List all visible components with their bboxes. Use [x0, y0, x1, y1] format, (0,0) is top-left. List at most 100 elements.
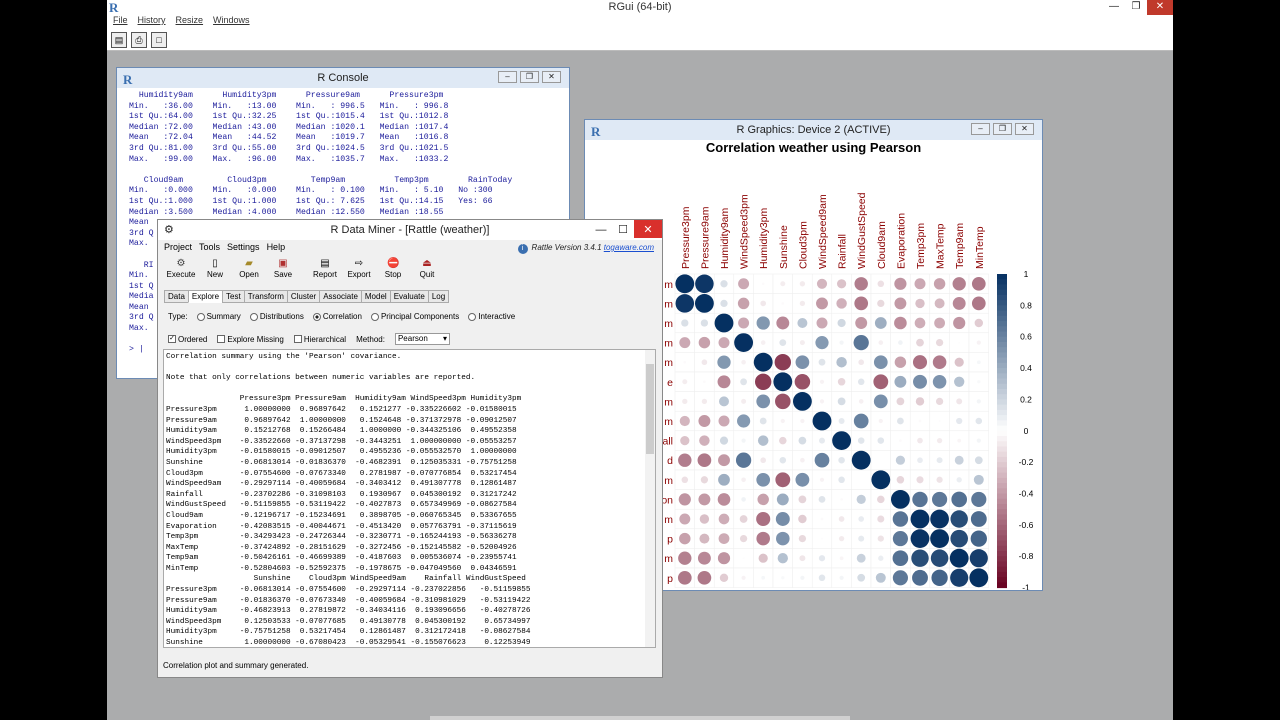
- minimize-icon[interactable]: –: [498, 71, 517, 83]
- correlation-circle: [792, 391, 812, 411]
- minimize-icon[interactable]: –: [971, 123, 990, 135]
- r-logo-icon: R: [109, 0, 119, 15]
- maximize-icon[interactable]: ☐: [618, 224, 628, 236]
- correlation-circle: [932, 375, 947, 389]
- correlation-circle: [911, 549, 929, 567]
- colorbar-tick-label: 0.8: [1020, 300, 1032, 310]
- correlation-circle: [699, 514, 710, 524]
- colorbar-segment: [997, 577, 1007, 583]
- correlation-circle: [720, 299, 728, 308]
- radio-correlation[interactable]: Correlation: [312, 312, 362, 321]
- export-icon: ⇨: [354, 258, 364, 269]
- open-button[interactable]: ▰ Open: [232, 258, 266, 286]
- scrollbar-thumb[interactable]: [646, 364, 654, 454]
- tab-evaluate[interactable]: Evaluate: [389, 290, 429, 303]
- open-script-icon[interactable]: ▤: [111, 32, 127, 48]
- correlation-circle: [697, 551, 711, 565]
- ordered-checkbox[interactable]: ✓ Ordered: [168, 334, 208, 344]
- status-bar: Correlation plot and summary generated.: [163, 661, 309, 670]
- method-select[interactable]: Pearson: [394, 333, 450, 345]
- column-label: MaxTemp: [935, 223, 947, 269]
- colorbar-segment: [997, 383, 1007, 390]
- correlation-circle: [738, 317, 750, 329]
- stop-button[interactable]: ⛔ Stop: [376, 258, 410, 286]
- close-icon[interactable]: ✕: [1015, 123, 1034, 135]
- restore-icon[interactable]: ❐: [520, 71, 539, 83]
- rgui-menu-bar: File History Resize Windows: [107, 15, 1173, 29]
- tab-cluster[interactable]: Cluster: [286, 290, 321, 303]
- togaware-link[interactable]: togaware.com: [603, 243, 654, 252]
- correlation-circle: [874, 317, 887, 329]
- save-button[interactable]: ▣ Save: [266, 258, 300, 286]
- correlation-circle: [918, 419, 922, 423]
- correlation-circle: [718, 473, 730, 486]
- tab-data[interactable]: Data: [164, 290, 189, 303]
- minimize-icon[interactable]: —: [1109, 1, 1119, 12]
- correlation-circle: [818, 358, 826, 366]
- colorbar-segment: [997, 472, 1007, 479]
- correlation-options-row: ✓ Ordered Explore Missing Hierarchical Me…: [168, 333, 450, 345]
- correlation-circle: [717, 493, 731, 506]
- row-label: m: [664, 279, 673, 291]
- column-label: Cloud3pm: [797, 221, 809, 269]
- close-icon[interactable]: ✕: [1147, 0, 1173, 15]
- radio-principal-components[interactable]: Principal Components: [370, 312, 459, 321]
- new-button[interactable]: ▯ New: [198, 258, 232, 286]
- radio-summary[interactable]: Summary: [196, 312, 241, 321]
- explore-missing-checkbox[interactable]: Explore Missing: [217, 335, 284, 344]
- menu-file[interactable]: File: [113, 15, 128, 25]
- correlation-circle: [679, 532, 691, 545]
- menu-history[interactable]: History: [137, 15, 166, 25]
- export-button[interactable]: ⇨ Export: [342, 258, 376, 286]
- menu-project[interactable]: Project: [164, 242, 193, 252]
- minimize-icon[interactable]: —: [595, 224, 607, 236]
- correlation-circle: [976, 340, 981, 345]
- correlation-circle: [970, 530, 987, 547]
- tab-transform[interactable]: Transform: [243, 290, 288, 303]
- close-icon[interactable]: ✕: [634, 220, 662, 238]
- correlation-circle: [815, 336, 829, 350]
- radio-interactive[interactable]: Interactive: [468, 312, 515, 321]
- tab-test[interactable]: Test: [222, 290, 245, 303]
- menu-resize[interactable]: Resize: [175, 15, 204, 25]
- correlation-circle: [701, 359, 708, 366]
- radio-distributions[interactable]: Distributions: [249, 312, 304, 321]
- colorbar-segment: [997, 441, 1007, 447]
- vertical-scrollbar[interactable]: [645, 350, 655, 647]
- tab-associate[interactable]: Associate: [319, 290, 362, 303]
- tab-explore[interactable]: Explore: [187, 290, 224, 303]
- checkbox-icon: [217, 335, 226, 344]
- execute-button[interactable]: ⚙ Execute: [164, 258, 198, 286]
- correlation-circle: [776, 316, 790, 330]
- correlation-circle: [718, 337, 730, 349]
- menu-tools[interactable]: Tools: [199, 242, 221, 252]
- print-icon[interactable]: ⎙: [131, 32, 147, 48]
- hierarchical-checkbox[interactable]: Hierarchical: [293, 335, 346, 344]
- save-label: Save: [273, 270, 293, 279]
- window-icon[interactable]: □: [151, 32, 167, 48]
- console-output[interactable]: Humidity9am Humidity3pm Pressure9am Pres…: [129, 91, 513, 355]
- column-label: Cloud9am: [876, 221, 888, 269]
- tab-log[interactable]: Log: [427, 290, 450, 303]
- quit-button[interactable]: ⏏ Quit: [410, 258, 444, 286]
- correlation-circle: [760, 340, 766, 345]
- restore-icon[interactable]: ❐: [1131, 1, 1141, 12]
- restore-icon[interactable]: ❐: [993, 123, 1012, 135]
- colorbar-segment: [997, 289, 1007, 296]
- report-button[interactable]: ▤ Report: [308, 258, 342, 286]
- r-logo-icon: R: [591, 124, 601, 139]
- rattle-window-controls: — ☐ ✕: [590, 220, 662, 238]
- correlation-circle: [682, 398, 688, 405]
- correlation-circle: [938, 420, 941, 422]
- correlation-summary-textview[interactable]: Correlation summary using the 'Pearson' …: [163, 349, 656, 648]
- menu-help[interactable]: Help: [266, 242, 286, 252]
- correlation-circle: [741, 438, 746, 443]
- tab-model[interactable]: Model: [360, 290, 391, 303]
- menu-windows[interactable]: Windows: [213, 15, 250, 25]
- menu-settings[interactable]: Settings: [227, 242, 260, 252]
- correlation-circle: [838, 476, 845, 484]
- close-icon[interactable]: ✕: [542, 71, 561, 83]
- correlation-circle: [912, 569, 928, 586]
- correlation-circle: [780, 418, 785, 424]
- correlation-circle: [894, 356, 907, 368]
